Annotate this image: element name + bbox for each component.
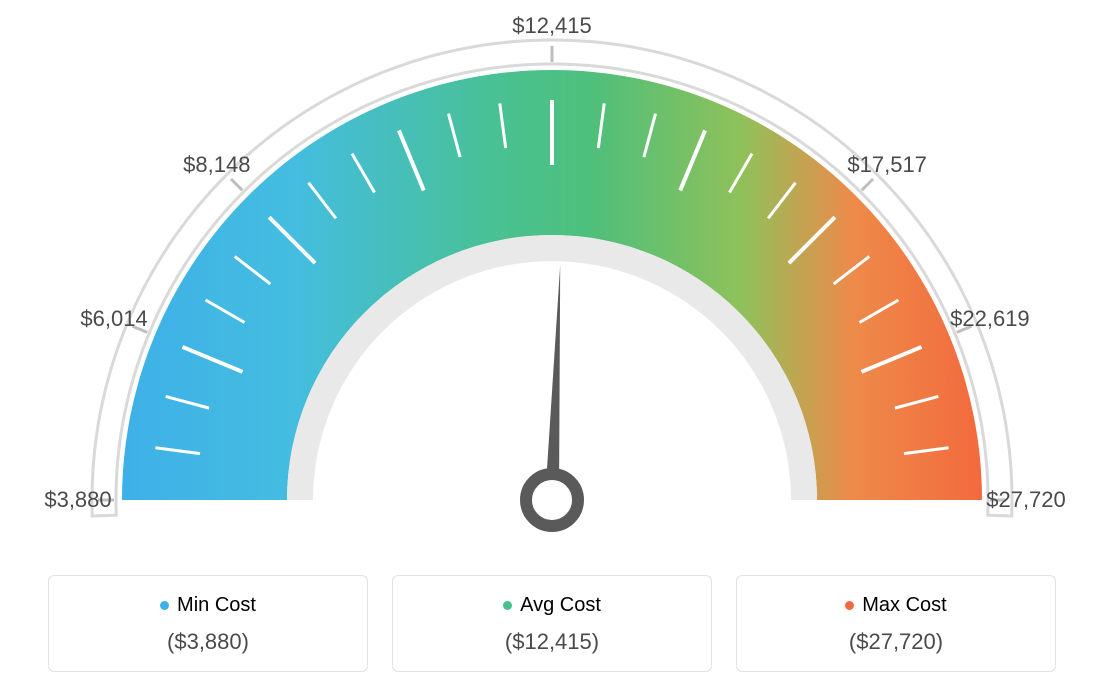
- legend-card-min: Min Cost ($3,880): [48, 575, 368, 672]
- gauge-area: $3,880 $6,014 $8,148 $12,415 $17,517 $22,619 $…: [0, 0, 1104, 540]
- legend-row: Min Cost ($3,880) Avg Cost ($12,415) Max…: [0, 575, 1104, 672]
- gauge-tick-label: $6,014: [80, 306, 147, 332]
- legend-title-max-text: Max Cost: [862, 594, 946, 616]
- gauge-tick-label: $3,880: [44, 487, 111, 513]
- legend-value-max: ($27,720): [747, 629, 1045, 655]
- legend-title-max: Max Cost: [747, 594, 1045, 617]
- legend-title-avg-text: Avg Cost: [520, 594, 601, 616]
- dot-icon-avg: [503, 601, 512, 610]
- gauge-svg: [0, 0, 1104, 540]
- dot-icon-min: [160, 601, 169, 610]
- dot-icon-max: [845, 601, 854, 610]
- legend-value-avg: ($12,415): [403, 629, 701, 655]
- legend-title-min: Min Cost: [59, 594, 357, 617]
- legend-title-avg: Avg Cost: [403, 594, 701, 617]
- legend-card-max: Max Cost ($27,720): [736, 575, 1056, 672]
- legend-card-avg: Avg Cost ($12,415): [392, 575, 712, 672]
- legend-title-min-text: Min Cost: [177, 594, 256, 616]
- gauge-tick-label: $22,619: [950, 306, 1030, 332]
- gauge-tick-label: $27,720: [986, 487, 1066, 513]
- gauge-tick-label: $12,415: [512, 13, 592, 39]
- cost-gauge-container: $3,880 $6,014 $8,148 $12,415 $17,517 $22,619 $…: [0, 0, 1104, 690]
- gauge-tick-label: $17,517: [847, 152, 927, 178]
- gauge-tick-label: $8,148: [183, 152, 250, 178]
- legend-value-min: ($3,880): [59, 629, 357, 655]
